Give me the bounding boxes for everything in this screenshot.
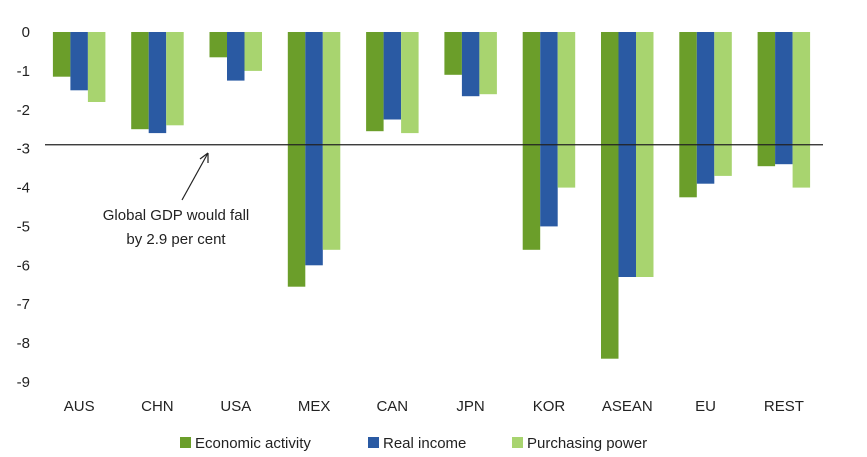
annotation-text-line-2: by 2.9 per cent [126, 231, 226, 248]
bar-rest-1 [757, 32, 776, 167]
y-tick-label: -8 [17, 335, 30, 352]
bar-chn-3 [166, 32, 184, 126]
bar-jpn-1 [444, 32, 462, 75]
bar-aus-3 [87, 32, 106, 102]
annotation: Global GDP would fall by 2.9 per cent [103, 152, 249, 248]
bar-eu-3 [714, 32, 732, 176]
x-tick-label: JPN [456, 398, 484, 415]
bar-usa-2 [227, 32, 245, 81]
bar-mex-3 [322, 32, 341, 250]
bar-chn-2 [148, 32, 167, 134]
bar-aus-2 [70, 32, 88, 91]
y-tick-label: -6 [17, 257, 30, 274]
bar-can-3 [401, 32, 419, 134]
y-axis-ticks: 0 -1 -2 -3 -4 -5 -6 -7 -8 -9 [17, 24, 30, 391]
legend-label-2: Real income [383, 435, 466, 452]
bar-mex-1 [287, 32, 306, 287]
bar-can-2 [383, 32, 402, 120]
x-tick-label: KOR [533, 398, 566, 415]
bar-chn-1 [131, 32, 149, 130]
x-tick-label: ASEAN [602, 398, 653, 415]
bar-kor-1 [522, 32, 541, 250]
annotation-arrowhead [199, 152, 209, 163]
x-tick-label: USA [220, 398, 251, 415]
x-tick-label: MEX [298, 398, 331, 415]
y-tick-label: -3 [17, 141, 30, 158]
legend-swatch-1 [180, 437, 191, 448]
y-tick-label: -5 [17, 218, 30, 235]
legend-label-1: Economic activity [195, 435, 311, 452]
y-tick-label: -9 [17, 374, 30, 391]
bar-can-1 [366, 32, 384, 132]
x-tick-label: CAN [376, 398, 408, 415]
legend-swatch-2 [368, 437, 379, 448]
bar-jpn-2 [461, 32, 480, 97]
bar-asean-3 [636, 32, 654, 277]
x-tick-label: EU [695, 398, 716, 415]
bar-eu-2 [696, 32, 715, 184]
bar-asean-1 [601, 32, 619, 359]
legend: Economic activity Real income Purchasing p… [180, 435, 647, 452]
y-tick-label: -7 [17, 296, 30, 313]
bar-aus-1 [52, 32, 71, 77]
bar-asean-2 [618, 32, 636, 277]
legend-swatch-3 [512, 437, 523, 448]
bar-eu-1 [679, 32, 697, 198]
y-tick-label: -1 [17, 63, 30, 80]
bar-rest-3 [792, 32, 811, 188]
bar-usa-1 [209, 32, 227, 58]
bar-kor-2 [540, 32, 558, 227]
bar-kor-3 [557, 32, 576, 188]
legend-label-3: Purchasing power [527, 435, 647, 452]
bar-jpn-3 [479, 32, 497, 95]
x-tick-label: REST [764, 398, 804, 415]
annotation-arrow [181, 152, 209, 201]
y-tick-label: -4 [17, 180, 30, 197]
bars-layer [52, 32, 811, 359]
bar-rest-2 [775, 32, 793, 165]
x-axis-ticks: AUS CHN USA MEX CAN JPN KOR ASEAN EU REST [64, 398, 804, 415]
bar-mex-2 [305, 32, 323, 266]
y-tick-label: -2 [17, 102, 30, 119]
x-tick-label: AUS [64, 398, 95, 415]
y-tick-label: 0 [22, 24, 30, 41]
annotation-text-line-1: Global GDP would fall [103, 207, 249, 224]
x-tick-label: CHN [141, 398, 174, 415]
bar-usa-3 [244, 32, 262, 71]
